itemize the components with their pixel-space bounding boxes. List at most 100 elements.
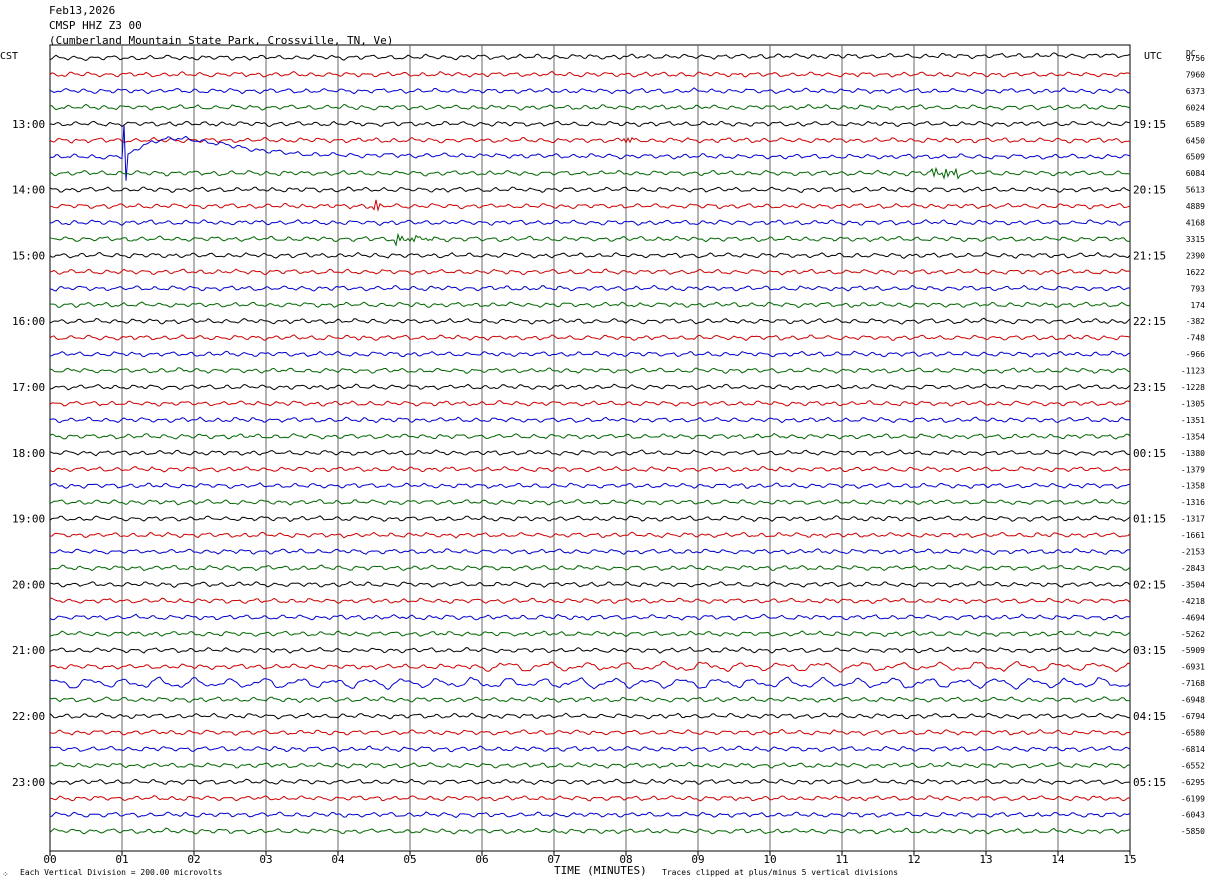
right-hour-label: 05:15	[1133, 776, 1166, 789]
dc-offset-label: -6794	[1181, 712, 1205, 721]
right-hour-label: 23:15	[1133, 381, 1166, 394]
x-tick-label: 13	[979, 853, 992, 866]
x-tick-label: 08	[619, 853, 632, 866]
x-tick-label: 12	[907, 853, 920, 866]
dc-offset-label: 174	[1191, 301, 1206, 310]
clip-note: Traces clipped at plus/minus 5 vertical …	[662, 868, 899, 877]
seismic-trace	[49, 613, 1131, 621]
dc-offset-label: 3315	[1186, 235, 1205, 244]
dc-offset-label: -1317	[1181, 515, 1205, 524]
plot-date: Feb13,2026	[49, 4, 116, 17]
seismic-trace	[49, 284, 1131, 292]
dc-offset-label: -1379	[1181, 465, 1205, 474]
right-hour-label: 04:15	[1133, 710, 1166, 723]
seismic-trace	[49, 400, 1131, 407]
plot-frame	[49, 44, 1131, 852]
seismic-trace	[49, 597, 1131, 605]
x-tick-label: 05	[403, 853, 416, 866]
dc-offset-label: -1305	[1181, 399, 1205, 408]
dc-offset-label: 1622	[1186, 268, 1205, 277]
seismic-trace	[49, 827, 1131, 835]
dc-offset-label: 6024	[1186, 103, 1205, 112]
dc-offset-label: -6948	[1181, 696, 1205, 705]
corner-mark: ⁘	[2, 870, 9, 879]
seismic-trace	[49, 416, 1131, 424]
right-hour-label: 03:15	[1133, 644, 1166, 657]
seismic-trace	[49, 778, 1131, 786]
left-hour-label: 19:00	[12, 513, 45, 526]
seismic-trace	[49, 350, 1131, 358]
left-hour-label: 13:00	[12, 118, 45, 131]
seismic-trace	[49, 334, 1131, 342]
dc-offset-label: -1123	[1181, 367, 1205, 376]
seismic-trace	[49, 531, 1131, 539]
x-tick-label: 02	[187, 853, 200, 866]
x-tick-label: 06	[475, 853, 488, 866]
right-hour-label: 22:15	[1133, 315, 1166, 328]
x-tick-label: 10	[763, 853, 776, 866]
left-hour-label: 15:00	[12, 249, 45, 262]
dc-offset-label: 4168	[1186, 219, 1205, 228]
dc-offset-label: -6043	[1181, 811, 1205, 820]
dc-offset-label: 6084	[1186, 169, 1205, 178]
seismic-trace	[49, 449, 1131, 457]
dc-offset-label: -1661	[1181, 531, 1205, 540]
seismic-trace	[49, 70, 1131, 78]
left-hour-label: 18:00	[12, 447, 45, 460]
division-note: Each Vertical Division = 200.00 microvol…	[20, 868, 223, 877]
seismic-trace	[49, 761, 1131, 769]
x-tick-label: 09	[691, 853, 704, 866]
dc-offset-label: -382	[1186, 317, 1205, 326]
seismic-trace	[49, 301, 1131, 308]
x-tick-label: 11	[835, 853, 848, 866]
dc-offset-label: -6552	[1181, 761, 1205, 770]
x-tick-label: 00	[43, 853, 56, 866]
dc-offset-label: 5613	[1186, 186, 1205, 195]
seismic-trace	[49, 581, 1131, 588]
dc-offset-label: -3504	[1181, 580, 1205, 589]
seismic-trace	[49, 232, 1131, 247]
dc-offset-label: -5909	[1181, 646, 1205, 655]
x-tick-label: 14	[1051, 853, 1065, 866]
seismic-trace	[49, 124, 1131, 181]
x-tick-label: 01	[115, 853, 128, 866]
left-hour-label: 21:00	[12, 644, 45, 657]
seismic-trace	[49, 676, 1131, 690]
dc-offset-label: -6199	[1181, 794, 1205, 803]
dc-offset-label: 793	[1191, 284, 1206, 293]
seismic-trace	[49, 186, 1131, 193]
dc-offset-label: -1354	[1181, 432, 1205, 441]
seismic-trace	[49, 660, 1131, 673]
x-tick-label: 07	[547, 853, 560, 866]
dc-offset-label: -1358	[1181, 482, 1205, 491]
seismic-trace	[49, 728, 1131, 736]
station-location: (Cumberland Mountain State Park, Crossvi…	[49, 34, 394, 47]
dc-offset-label: -6580	[1181, 728, 1205, 737]
seismic-trace	[49, 87, 1131, 95]
dc-offset-label: 6589	[1186, 120, 1205, 129]
seismic-trace	[49, 548, 1131, 556]
seismic-trace	[49, 136, 1131, 144]
x-tick-label: 15	[1123, 853, 1136, 866]
dc-offset-label: -1380	[1181, 449, 1205, 458]
seismic-trace	[49, 795, 1131, 802]
seismic-trace	[49, 432, 1131, 440]
left-hour-label: 22:00	[12, 710, 45, 723]
right-hour-label: 21:15	[1133, 249, 1166, 262]
dc-offset-label: -2153	[1181, 548, 1205, 557]
dc-offset-label: -5850	[1181, 827, 1205, 836]
dc-offset-label: -2843	[1181, 564, 1205, 573]
seismic-trace	[49, 383, 1131, 391]
right-hour-label: 01:15	[1133, 513, 1166, 526]
right-hour-label: 02:15	[1133, 578, 1166, 591]
x-tick-label: 03	[259, 853, 272, 866]
x-tick-label: 04	[331, 853, 345, 866]
right-hour-label: 20:15	[1133, 184, 1166, 197]
dc-offset-label: 6509	[1186, 153, 1205, 162]
seismic-trace	[49, 199, 1131, 212]
dc-offset-label: -5262	[1181, 630, 1205, 639]
dc-offset-label: -7168	[1181, 679, 1205, 688]
left-hour-label: 14:00	[12, 184, 45, 197]
left-hour-label: 20:00	[12, 578, 45, 591]
